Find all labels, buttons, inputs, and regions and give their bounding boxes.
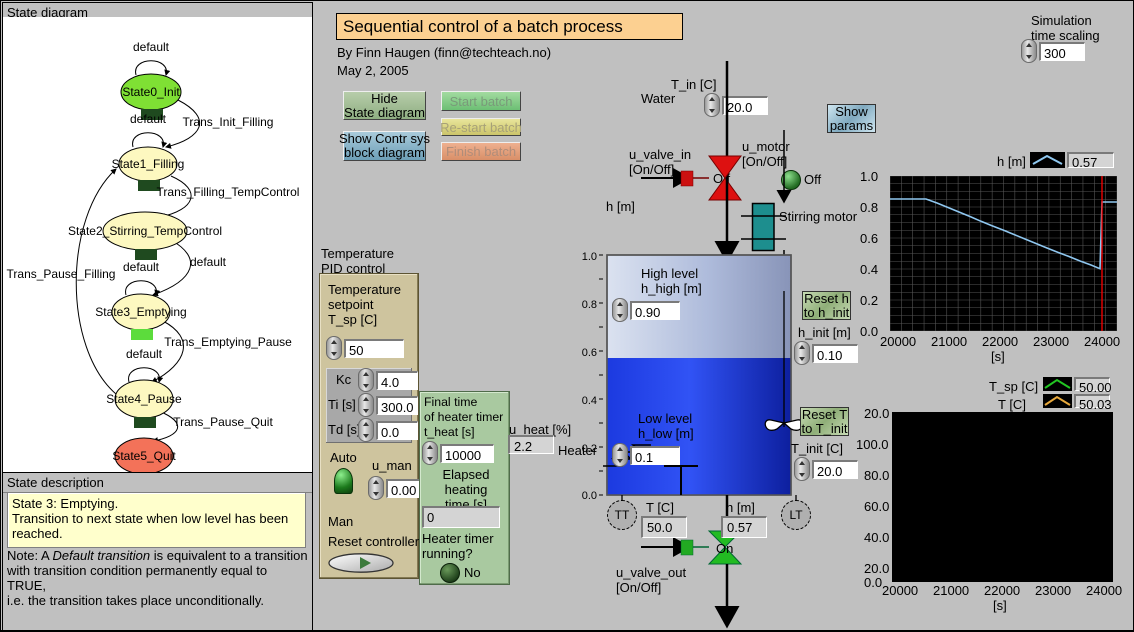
svg-text:State4_Pause: State4_Pause bbox=[106, 392, 182, 406]
svg-text:0.4: 0.4 bbox=[582, 395, 597, 407]
svg-text:0.8: 0.8 bbox=[582, 299, 597, 311]
svg-text:State0_Init: State0_Init bbox=[122, 85, 180, 99]
svg-text:Trans_Pause_Quit: Trans_Pause_Quit bbox=[173, 415, 273, 429]
svg-text:Trans_Filling_TempControl: Trans_Filling_TempControl bbox=[157, 185, 300, 199]
svg-text:Trans_Emptying_Pause: Trans_Emptying_Pause bbox=[164, 335, 292, 349]
svg-text:Trans_Pause_Filling: Trans_Pause_Filling bbox=[7, 267, 116, 281]
svg-text:State2_Stirring_TempControl: State2_Stirring_TempControl bbox=[68, 224, 222, 238]
svg-text:Trans_Init_Filling: Trans_Init_Filling bbox=[183, 115, 274, 129]
svg-text:0.0: 0.0 bbox=[582, 490, 597, 502]
svg-text:0.6: 0.6 bbox=[582, 347, 597, 359]
svg-text:default: default bbox=[126, 347, 163, 361]
svg-text:default: default bbox=[123, 260, 160, 274]
svg-text:State3_Emptying: State3_Emptying bbox=[95, 305, 186, 319]
svg-text:default: default bbox=[190, 255, 227, 269]
svg-text:State5_Quit: State5_Quit bbox=[112, 449, 176, 463]
svg-text:State1_Filling: State1_Filling bbox=[112, 157, 185, 171]
svg-text:default: default bbox=[133, 40, 170, 54]
svg-text:1.0: 1.0 bbox=[582, 251, 597, 263]
svg-text:default: default bbox=[130, 112, 167, 126]
